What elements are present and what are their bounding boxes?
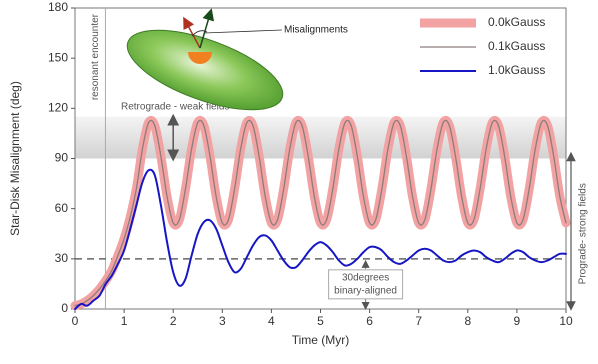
- legend-label: 0.0kGauss: [488, 15, 545, 29]
- legend-label: 1.0kGauss: [488, 63, 545, 77]
- y-tick-label: 120: [48, 101, 68, 115]
- x-tick-label: 7: [415, 314, 422, 328]
- series-line: [74, 168, 567, 310]
- annotation-box: [328, 269, 404, 300]
- x-tick-label: 0: [72, 314, 79, 328]
- x-axis-label: Time (Myr): [292, 333, 350, 347]
- disk: [126, 29, 284, 111]
- legend-label: 0.1kGauss: [488, 39, 545, 53]
- x-tick-label: 5: [317, 314, 324, 328]
- x-tick-label: 9: [514, 314, 521, 328]
- plot-area: Retrograde - weak fields0306090120150180…: [8, 0, 588, 347]
- y-tick-label: 90: [55, 151, 69, 165]
- angle-arc: [191, 30, 208, 37]
- y-tick-label: 180: [48, 0, 68, 14]
- y-tick-label: 150: [48, 50, 68, 64]
- x-tick-label: 8: [464, 314, 471, 328]
- y-tick-label: 60: [55, 201, 69, 215]
- inset-illustration: Misalignments: [126, 8, 348, 111]
- x-tick-label: 10: [559, 314, 573, 328]
- annotation: resonant encounter: [90, 13, 101, 100]
- pointer: [203, 29, 283, 34]
- x-tick-label: 1: [121, 314, 128, 328]
- y-tick-label: 30: [55, 251, 69, 265]
- series-line: [74, 119, 567, 307]
- x-tick-label: 2: [170, 314, 177, 328]
- star: [188, 52, 212, 64]
- y-axis-label: Star-Disk Misalignment (deg): [8, 81, 22, 236]
- x-tick-label: 3: [219, 314, 226, 328]
- annotation: binary-aligned: [334, 285, 397, 296]
- annotation: Retrograde - weak fields: [121, 101, 229, 112]
- x-tick-label: 4: [268, 314, 275, 328]
- y-tick-label: 0: [61, 301, 68, 315]
- annotation: Misalignments: [284, 25, 348, 36]
- annotation: 30degrees: [342, 272, 389, 283]
- annotation: Prograde- strong fields: [578, 183, 589, 284]
- x-tick-label: 6: [366, 314, 373, 328]
